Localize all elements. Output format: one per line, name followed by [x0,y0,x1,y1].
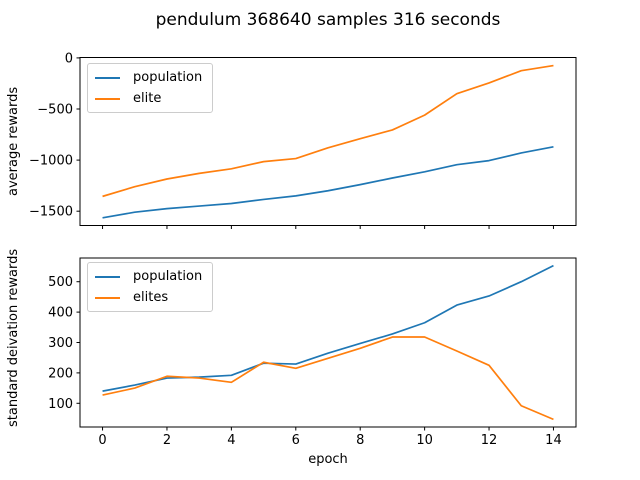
y-tick-label: −500 [37,103,73,118]
legend-entry-elites: elites [95,289,202,306]
legend-label: elite [133,91,162,106]
legend-label: population [133,70,203,85]
y-tick-label: −1500 [29,205,73,220]
series-line-population [102,264,554,392]
series-line-population [102,145,554,219]
legend-label: population [133,269,203,284]
x-tick-label: 6 [292,433,300,448]
series-line-elite [102,64,554,198]
y-tick-label: 300 [48,336,73,351]
xlabel-epoch: epoch [308,452,348,467]
legend-bottom: population elites [87,262,214,312]
x-tick-label: 4 [227,433,235,448]
legend-entry-elite: elite [95,90,202,107]
ylabel-standard-deviation-rewards: standard deivation rewards [6,248,21,427]
legend-entry-population: population [95,69,202,86]
x-tick-label: 0 [98,433,106,448]
legend-label: elites [133,290,169,305]
legend-top: population elite [87,63,214,113]
legend-line-sample [95,76,120,79]
axes-frame [79,57,577,226]
y-tick-label: 400 [48,306,73,321]
x-tick-label: 2 [163,433,171,448]
x-tick-label: 12 [481,433,498,448]
y-tick-label: 0 [65,51,73,66]
legend-line-sample [95,97,120,100]
figure-title: pendulum 368640 samples 316 seconds [155,10,501,30]
legend-line-sample [95,296,120,299]
x-tick-label: 10 [416,433,433,448]
y-tick-label: 200 [48,366,73,381]
x-tick-label: 8 [356,433,364,448]
legend-line-sample [95,275,120,278]
x-tick-label: 14 [545,433,562,448]
legend-entry-population: population [95,268,202,285]
ylabel-average-rewards: average rewards [6,86,21,197]
y-tick-label: 100 [48,397,73,412]
y-tick-label: −1000 [29,154,73,169]
y-tick-label: 500 [48,275,73,290]
series-line-elites [102,336,554,421]
